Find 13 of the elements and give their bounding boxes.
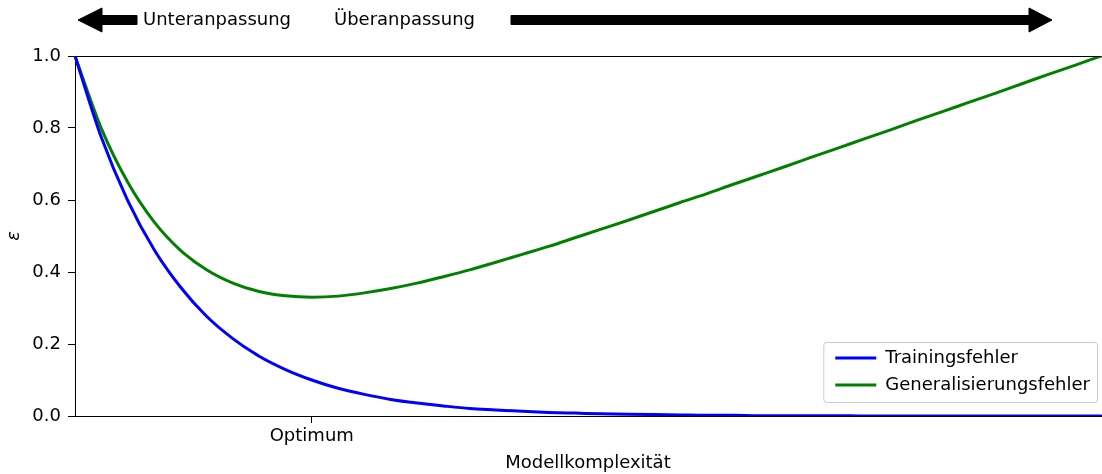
legend-label: Generalisierungsfehler [885,372,1091,394]
y-tick-label: 0.4 [32,259,61,281]
y-tick-label: 1.0 [32,43,61,65]
y-tick-label: 0.8 [32,115,61,137]
y-axis-title: ε [2,230,24,241]
y-tick-label: 0.6 [32,187,61,209]
x-axis-title: Modellkomplexität [505,450,671,472]
legend-label: Trainingsfehler [884,345,1019,367]
y-tick-label: 0.0 [32,403,61,425]
y-tick-label: 0.2 [32,331,61,353]
text: Überanpassung [334,8,475,30]
text: Unteranpassung [143,8,292,30]
x-tick-label: Optimum [269,424,354,446]
